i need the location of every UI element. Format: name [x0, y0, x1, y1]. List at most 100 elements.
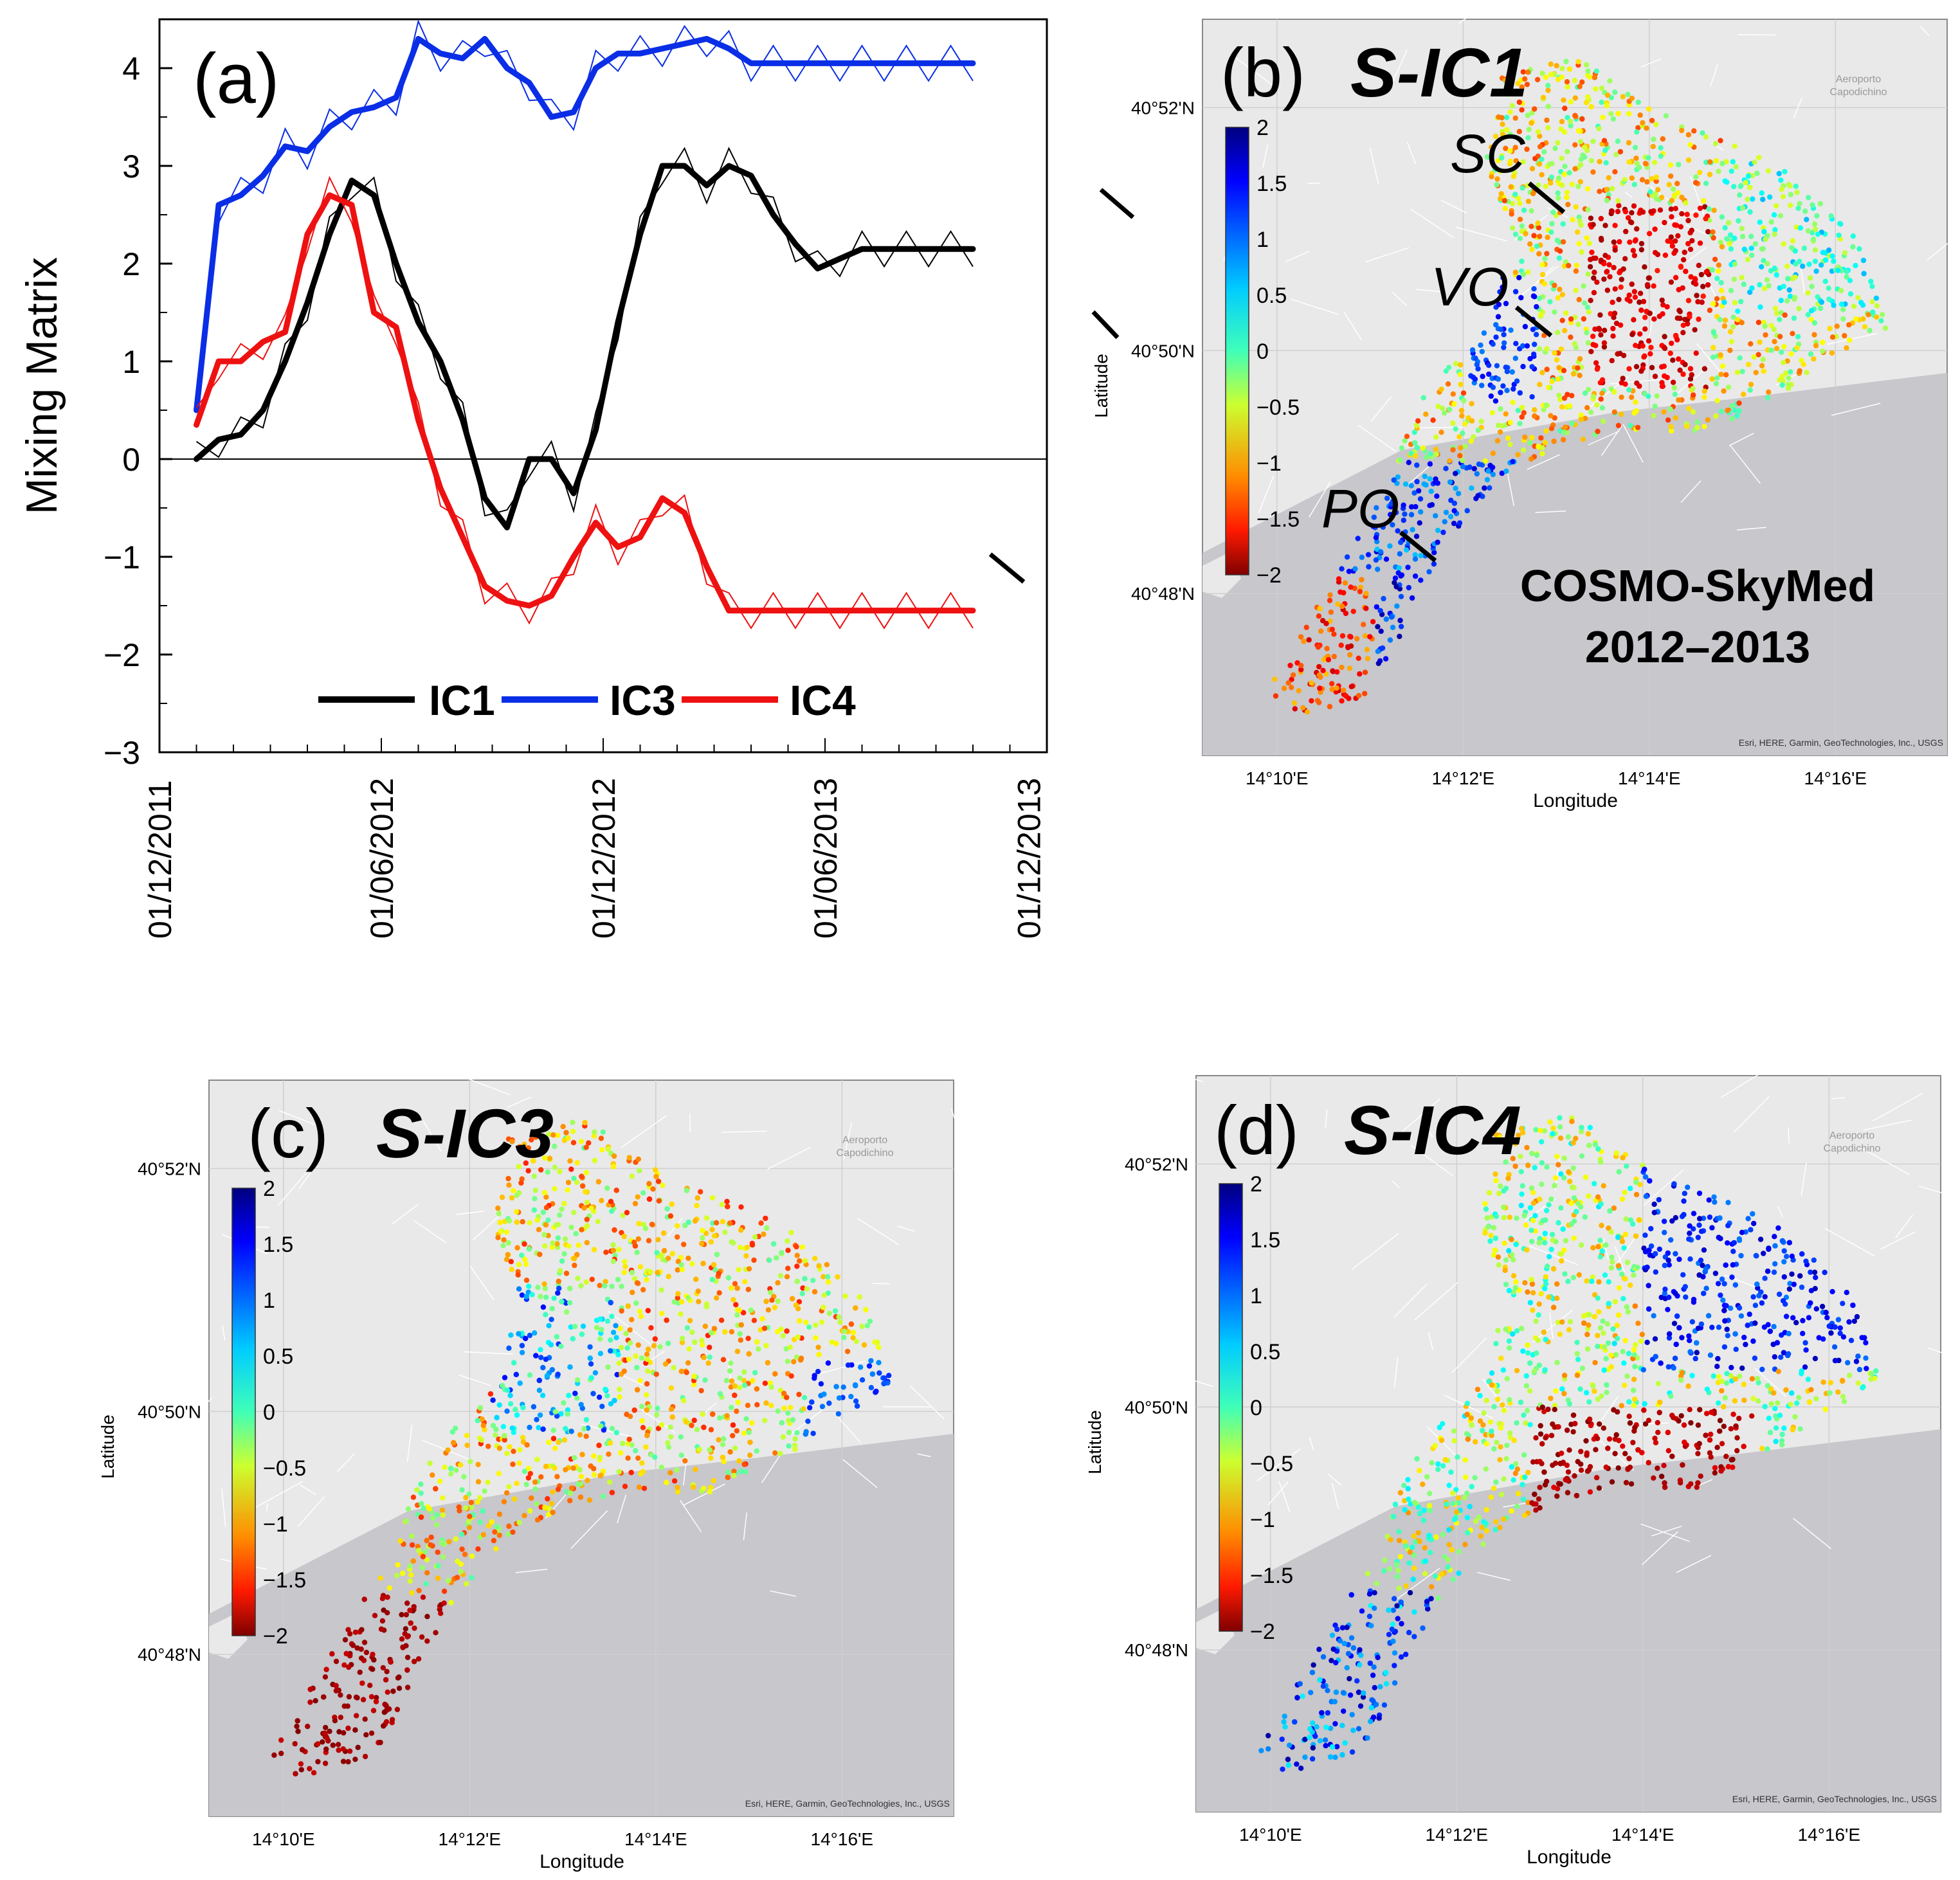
scatter-point — [322, 1760, 329, 1766]
scatter-point — [1349, 1749, 1356, 1755]
scatter-point — [1806, 1315, 1812, 1321]
scatter-point — [1617, 1285, 1622, 1291]
scatter-point — [1447, 479, 1453, 485]
scatter-point — [1480, 1422, 1486, 1428]
scatter-point — [1328, 1725, 1334, 1731]
scatter-point — [1609, 357, 1615, 364]
scatter-point — [592, 1370, 599, 1376]
scatter-point — [1559, 292, 1565, 298]
scatter-point — [791, 1359, 797, 1365]
scatter-point — [1473, 1439, 1478, 1445]
scatter-point — [1398, 1654, 1404, 1660]
scatter-point — [534, 1456, 540, 1463]
scatter-point — [610, 1164, 617, 1170]
scatter-point — [1317, 1738, 1323, 1744]
scatter-point — [1383, 556, 1390, 562]
scatter-point — [1829, 350, 1835, 356]
scatter-point — [1575, 1200, 1581, 1207]
series-line-ic3 — [194, 35, 976, 413]
scatter-point — [1646, 1283, 1651, 1288]
scatter-point — [1382, 1557, 1388, 1563]
scatter-point — [1481, 1410, 1487, 1416]
scatter-point — [519, 1350, 525, 1355]
scatter-point — [1711, 207, 1717, 213]
scatter-point — [1428, 1550, 1433, 1555]
scatter-point — [1703, 1285, 1709, 1292]
panel-c-sea — [209, 1434, 954, 1816]
scatter-point — [675, 1267, 681, 1273]
scatter-point — [424, 1614, 430, 1620]
scatter-point — [435, 1562, 442, 1569]
scatter-point — [1498, 1444, 1503, 1450]
scatter-point — [1396, 1586, 1402, 1591]
scatter-point — [385, 1610, 390, 1616]
scatter-point — [1610, 1326, 1616, 1332]
scatter-point — [1348, 634, 1354, 640]
scatter-point — [1524, 1407, 1530, 1414]
scatter-point — [1644, 282, 1651, 288]
scatter-point — [549, 1317, 554, 1323]
scatter-point — [493, 1432, 498, 1438]
scatter-point — [1537, 381, 1543, 388]
scatter-point — [1829, 253, 1835, 259]
scatter-point — [609, 1425, 615, 1431]
scatter-point — [1622, 256, 1628, 262]
scatter-point — [589, 1276, 595, 1283]
scatter-point — [1634, 226, 1640, 232]
map-street — [814, 1360, 866, 1376]
scatter-point — [1510, 1331, 1516, 1337]
scatter-point — [1626, 159, 1632, 165]
scatter-point — [737, 1331, 743, 1337]
scatter-point — [1756, 154, 1762, 161]
scatter-point — [1651, 159, 1658, 165]
scatter-point — [1383, 656, 1389, 662]
scatter-point — [1637, 331, 1643, 337]
scatter-point — [1623, 228, 1629, 235]
scatter-point — [1500, 1402, 1505, 1408]
scatter-point — [1519, 404, 1525, 410]
scatter-point — [482, 1488, 487, 1494]
map-street — [721, 1130, 767, 1133]
scatter-point — [1592, 1180, 1597, 1187]
scatter-point — [1747, 209, 1753, 215]
scatter-point — [1451, 401, 1457, 407]
scatter-point — [738, 1245, 743, 1251]
scatter-point — [1489, 410, 1495, 415]
scatter-point — [1539, 1160, 1545, 1166]
scatter-point — [665, 1440, 671, 1446]
scatter-point — [1561, 395, 1568, 401]
map-street — [1370, 396, 1392, 422]
scatter-point — [1509, 1508, 1514, 1514]
scatter-point — [610, 1330, 617, 1335]
scatter-point — [1524, 146, 1530, 152]
scatter-point — [1550, 1125, 1556, 1131]
scatter-point — [1635, 99, 1641, 105]
scatter-point — [574, 1395, 580, 1401]
scatter-point — [1705, 417, 1710, 423]
scatter-point — [815, 1369, 821, 1375]
scatter-point — [584, 1240, 590, 1245]
scatter-point — [543, 1294, 549, 1300]
panel-b-xlabel: Longitude — [1533, 790, 1618, 811]
scatter-point — [1653, 122, 1659, 127]
scatter-point — [563, 1467, 568, 1473]
scatter-point — [1423, 411, 1429, 417]
map-xtick-label: 14°14'E — [624, 1829, 687, 1849]
scatter-point — [1670, 379, 1676, 385]
scatter-point — [1795, 205, 1801, 212]
scatter-point — [1521, 410, 1527, 416]
scatter-point — [658, 1287, 664, 1293]
scatter-point — [1772, 1405, 1778, 1411]
scatter-point — [600, 1129, 606, 1135]
scatter-point — [1777, 334, 1783, 339]
scatter-point — [1399, 445, 1405, 451]
scatter-point — [1657, 207, 1664, 213]
scatter-point — [1710, 1373, 1716, 1379]
scatter-point — [1559, 156, 1565, 161]
scatter-point — [1631, 1377, 1637, 1382]
scatter-point — [1566, 66, 1573, 72]
scatter-point — [1536, 1301, 1542, 1307]
scatter-point — [1413, 422, 1419, 428]
scatter-point — [1840, 1301, 1846, 1306]
scatter-point — [1432, 1443, 1438, 1449]
